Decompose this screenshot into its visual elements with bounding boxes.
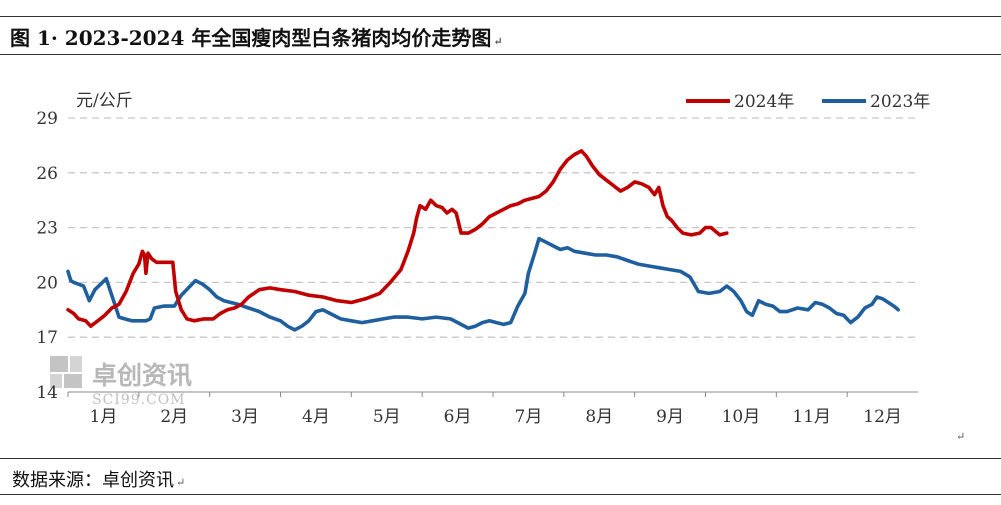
y-axis-label: 元/公斤 [76,91,133,111]
y-tick-label-17: 17 [36,328,58,348]
x-tick-label-5: 5月 [373,407,401,427]
watermark-cn: 卓创资讯 [92,361,192,390]
x-tick-label-12: 12月 [863,407,902,427]
y-tick-label-20: 20 [36,273,58,293]
source-top-rule [0,458,1001,459]
x-tick-label-4: 4月 [302,407,330,427]
watermark-square-3 [50,374,62,388]
chart-grid [68,117,918,338]
y-tick-label-26: 26 [36,164,58,184]
x-tick-label-1: 1月 [90,407,118,427]
y-tick-label-29: 29 [36,109,58,129]
x-tick-label-10: 10月 [722,407,761,427]
chart-paragraph-mark: ↵ [956,430,965,443]
source-paragraph-mark: ↵ [176,476,186,489]
paragraph-mark: ↵ [493,35,503,48]
figure-caption: 图 1· 2023-2024 年全国瘦肉型白条猪肉均价走势图 ↵ [10,22,503,51]
caption-text: 图 1· 2023-2024 年全国瘦肉型白条猪肉均价走势图 [10,26,492,50]
source-text: 数据来源：卓创资讯 [12,470,174,491]
watermark-logo: 卓创资讯 SCI99.COM [50,356,192,408]
watermark-en: SCI99.COM [92,392,186,408]
x-tick-label-11: 11月 [792,407,831,427]
watermark-square-4 [64,374,82,388]
x-tick-label-7: 7月 [515,407,543,427]
caption-rule [0,54,1001,55]
y-axis: 14 17 20 23 26 29 [36,109,58,403]
data-source: 数据来源：卓创资讯 ↵ [12,466,185,492]
watermark-square-1 [50,356,68,372]
x-tick-label-8: 8月 [585,407,613,427]
x-tick-label-9: 9月 [656,407,684,427]
legend-label-2024年: 2024年 [734,92,794,112]
x-tick-label-3: 3月 [231,407,259,427]
x-tick-label-2: 2月 [160,407,188,427]
series-line-2023年 [66,236,900,332]
y-tick-label-23: 23 [36,219,58,239]
x-tick-label-6: 6月 [444,407,472,427]
series-lines [66,149,900,332]
legend-label-2023年: 2023年 [870,92,930,112]
series-line-2024年 [66,149,729,328]
bottom-rule [0,494,1001,495]
top-rule [0,16,1001,17]
chart-legend: 2024年 2023年 [686,92,930,112]
x-axis: 1月 2月 3月 4月 5月 6月 7月 8月 9月 10月 11月 12月 [67,392,902,427]
watermark-square-2 [70,356,82,372]
y-tick-label-14: 14 [36,383,58,403]
